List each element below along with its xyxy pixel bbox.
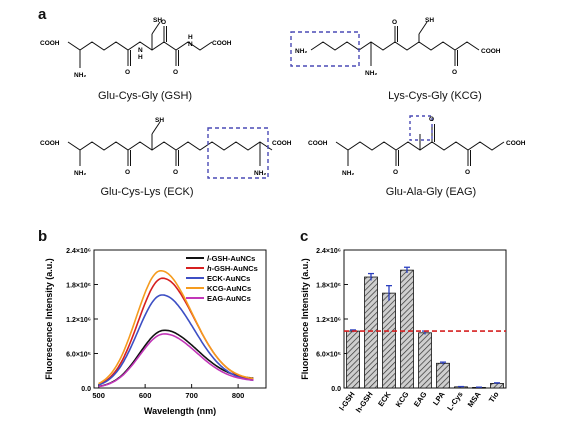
nh-label: N — [138, 47, 143, 54]
legend-label: KCG-AuNCs — [207, 284, 251, 293]
y-tick-label: 1.2×10⁶ — [66, 317, 91, 324]
nh-h-label: H — [138, 54, 143, 61]
cooh-label: COOH — [308, 140, 328, 147]
o-label: O — [452, 69, 457, 76]
o-label: O — [161, 19, 166, 26]
series-line — [98, 333, 254, 388]
y-tick-label: 0.0 — [81, 386, 91, 393]
y-tick-label: 1.2×10⁶ — [316, 317, 341, 324]
nh2-label: NH₂ — [74, 170, 86, 177]
panel-a-letter: a — [38, 6, 47, 23]
bar — [418, 332, 432, 389]
category-label: L-Cys — [445, 390, 464, 412]
category-label: MSA — [466, 390, 483, 409]
panel-b-letter: b — [38, 228, 48, 245]
legend-label: EAG-AuNCs — [207, 294, 251, 303]
legend-label: ECK-AuNCs — [207, 274, 250, 283]
x-tick-label: 700 — [185, 391, 198, 400]
y-tick-label: 2.4×10⁶ — [316, 248, 341, 255]
nh2-label: NH₂ — [254, 170, 266, 177]
x-tick-label: 500 — [92, 391, 105, 400]
category-label: h-GSH — [354, 390, 375, 414]
bar — [364, 276, 378, 389]
category-label: Tio — [487, 390, 501, 405]
cooh-label: COOH — [481, 48, 501, 55]
series-line — [98, 294, 254, 386]
bar — [382, 292, 396, 389]
x-tick-label: 600 — [139, 391, 152, 400]
o-label: O — [392, 19, 397, 26]
category-label: LPA — [431, 390, 447, 407]
o-label: O — [173, 69, 178, 76]
o-label: O — [393, 169, 398, 176]
molecule-kcg-structure: NH₂ SH NH₂ COOH O O — [290, 17, 501, 77]
y-tick-label: 0.0 — [331, 386, 341, 393]
y-tick-label: 6.0×10⁵ — [316, 352, 341, 359]
molecule-eck-structure: COOH SH NH₂ COOH NH₂ O O — [40, 117, 292, 179]
nh2-label: NH₂ — [342, 170, 354, 177]
y-tick-label: 6.0×10⁵ — [66, 352, 91, 359]
sh-label: SH — [425, 17, 434, 24]
nh2-label: NH₂ — [295, 48, 307, 55]
y-axis-label: Fluorescence Intensity (a.u.) — [44, 258, 54, 380]
o-label: O — [125, 169, 130, 176]
category-label: EAG — [412, 390, 429, 409]
o-label: O — [429, 116, 434, 123]
highlight-box — [409, 115, 433, 141]
bar — [400, 269, 414, 389]
emission-spectra-chart: 0.0 6.0×10⁵ 1.2×10⁶ 1.8×10⁶ 2.4×10⁶ 500 600 70… — [44, 248, 267, 416]
highlight-box — [207, 127, 269, 179]
x-tick-label: 800 — [232, 391, 245, 400]
series-line — [98, 269, 254, 385]
cooh-label: COOH — [40, 40, 60, 47]
x-axis-label: Wavelength (nm) — [144, 406, 216, 416]
y-tick-label: 2.4×10⁶ — [66, 248, 91, 255]
y-tick-label: 1.8×10⁶ — [66, 283, 91, 290]
legend-label: h-GSH-AuNCs — [207, 264, 258, 273]
category-label: ECK — [376, 390, 393, 409]
nh-h-label: H — [188, 34, 193, 41]
molecule-gsh-structure: SH COOH COOH NH₂ N H N H O O O — [40, 17, 232, 79]
molecule-eck-label: Glu-Cys-Lys (ECK) — [100, 186, 194, 198]
sh-label: SH — [155, 117, 164, 124]
o-label: O — [465, 169, 470, 176]
molecule-eag-label: Glu-Ala-Gly (EAG) — [385, 186, 477, 198]
nh2-label: NH₂ — [365, 70, 377, 77]
nh-label: N — [188, 41, 193, 48]
y-axis-label: Fluorescence Intensity (a.u.) — [300, 258, 310, 380]
nh2-label: NH₂ — [74, 72, 86, 79]
panel-c-letter: c — [300, 228, 309, 245]
category-label: KCG — [394, 390, 411, 409]
sh-label: SH — [153, 17, 162, 24]
o-label: O — [125, 69, 130, 76]
series-line — [98, 329, 254, 388]
cooh-label: COOH — [506, 140, 526, 147]
o-label: O — [173, 169, 178, 176]
y-tick-label: 1.8×10⁶ — [316, 283, 341, 290]
bar — [346, 330, 360, 389]
bar — [436, 362, 450, 389]
molecule-kcg-label: Lys-Cys-Gly (KCG) — [388, 90, 482, 102]
cooh-label: COOH — [212, 40, 232, 47]
bar — [490, 382, 504, 389]
molecule-gsh-label: Glu-Cys-Gly (GSH) — [97, 90, 193, 102]
highlight-box — [290, 31, 360, 67]
cooh-label: COOH — [272, 140, 292, 147]
cooh-label: COOH — [40, 140, 60, 147]
legend-label: l-GSH-AuNCs — [207, 254, 255, 263]
molecule-eag-structure: COOH NH₂ COOH O O O — [308, 115, 526, 177]
